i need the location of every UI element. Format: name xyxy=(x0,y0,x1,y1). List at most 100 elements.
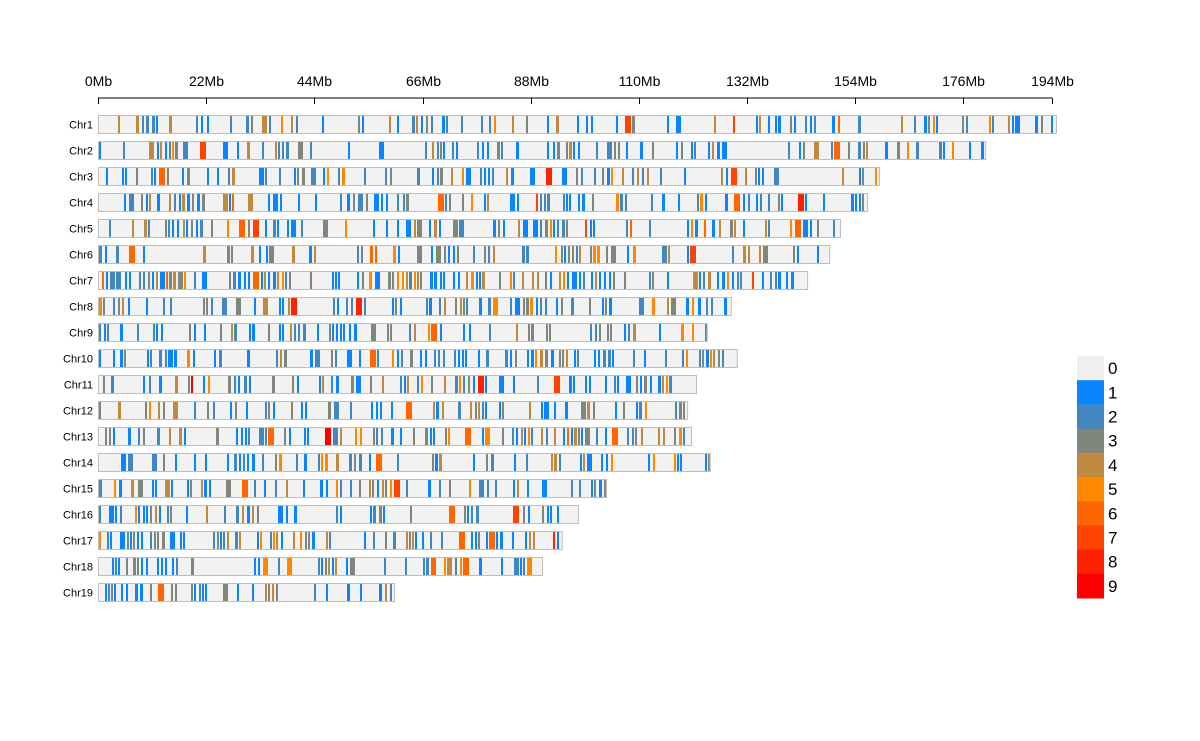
density-bin xyxy=(581,401,586,420)
density-bin xyxy=(244,271,246,290)
density-bin xyxy=(296,115,298,134)
density-bin xyxy=(554,401,556,420)
density-bin xyxy=(239,219,245,238)
density-bin xyxy=(269,115,271,134)
density-bin xyxy=(127,531,129,550)
density-bin xyxy=(115,505,117,524)
density-bin xyxy=(731,167,737,186)
x-tick-label: 154Mb xyxy=(834,73,877,89)
density-bin xyxy=(691,141,693,160)
density-bin xyxy=(532,271,534,290)
density-bin xyxy=(530,297,533,316)
density-bin xyxy=(482,141,484,160)
density-bin xyxy=(510,297,512,316)
density-bin xyxy=(433,427,435,446)
density-bin xyxy=(211,219,213,238)
density-bin xyxy=(862,167,864,186)
density-bin xyxy=(245,427,247,446)
density-bin xyxy=(497,141,500,160)
density-bin xyxy=(487,193,489,212)
density-bin xyxy=(353,193,355,212)
density-bin xyxy=(576,167,578,186)
density-bin xyxy=(247,453,249,472)
density-bin xyxy=(406,401,412,420)
density-bin xyxy=(125,167,127,186)
density-bin xyxy=(171,479,173,498)
density-bin xyxy=(743,245,746,264)
density-bin xyxy=(165,141,167,160)
density-bin xyxy=(681,141,683,160)
density-bin xyxy=(155,505,157,524)
chromosome-label: Chr13 xyxy=(63,432,93,444)
chromosome-bar xyxy=(98,375,697,394)
density-bin xyxy=(711,297,713,316)
density-bin xyxy=(574,427,577,446)
density-bin xyxy=(547,505,549,524)
density-bin xyxy=(319,375,321,394)
density-bin xyxy=(563,193,565,212)
density-bin xyxy=(150,505,152,524)
density-bin xyxy=(559,453,561,472)
chromosome-outline xyxy=(98,479,607,498)
density-bin xyxy=(148,219,150,238)
density-bin xyxy=(482,401,484,420)
density-bin xyxy=(143,505,145,524)
density-bin xyxy=(719,219,721,238)
density-bin xyxy=(615,401,617,420)
density-bin xyxy=(265,427,267,446)
density-bin xyxy=(141,531,143,550)
density-bin xyxy=(152,453,157,472)
density-bin xyxy=(244,375,247,394)
density-bin xyxy=(331,375,333,394)
density-bin xyxy=(182,167,184,186)
density-bin xyxy=(234,375,236,394)
density-bin xyxy=(280,349,282,368)
density-bin xyxy=(342,167,345,186)
density-bin xyxy=(786,271,788,290)
density-bin xyxy=(686,297,689,316)
density-bin xyxy=(373,427,375,446)
density-bin xyxy=(120,505,122,524)
density-bin xyxy=(803,141,805,160)
density-bin xyxy=(817,219,819,238)
density-bin xyxy=(296,453,298,472)
density-bin xyxy=(488,245,490,264)
density-bin xyxy=(969,141,971,160)
chromosome-label: Chr2 xyxy=(69,146,93,158)
density-bin xyxy=(579,245,581,264)
density-bin xyxy=(625,115,631,134)
density-bin xyxy=(157,193,160,212)
density-bin xyxy=(293,531,295,550)
density-bin xyxy=(693,271,698,290)
density-bin xyxy=(336,323,338,342)
density-bin xyxy=(113,297,115,316)
density-bin xyxy=(566,141,568,160)
density-bin xyxy=(499,375,504,394)
legend-swatch xyxy=(1077,573,1104,599)
density-bin xyxy=(470,401,472,420)
density-bin xyxy=(131,479,134,498)
density-bin xyxy=(348,141,350,160)
density-bin xyxy=(473,453,475,472)
density-bin xyxy=(376,453,382,472)
density-bin xyxy=(405,557,407,576)
density-bin xyxy=(449,193,451,212)
density-bin xyxy=(421,115,423,134)
density-bin xyxy=(479,271,481,290)
density-bin xyxy=(291,115,293,134)
density-bin xyxy=(151,167,153,186)
density-bin xyxy=(553,219,555,238)
density-bin xyxy=(428,323,430,342)
density-bin xyxy=(248,427,250,446)
legend-swatch xyxy=(1077,549,1104,575)
density-bin xyxy=(618,141,620,160)
density-bin xyxy=(194,323,196,342)
density-bin xyxy=(814,115,816,134)
density-bin xyxy=(187,349,190,368)
density-bin xyxy=(590,245,592,264)
density-bin xyxy=(612,349,614,368)
density-bin xyxy=(452,141,454,160)
density-bin xyxy=(207,115,209,134)
density-bin xyxy=(463,297,465,316)
density-bin xyxy=(268,583,270,602)
